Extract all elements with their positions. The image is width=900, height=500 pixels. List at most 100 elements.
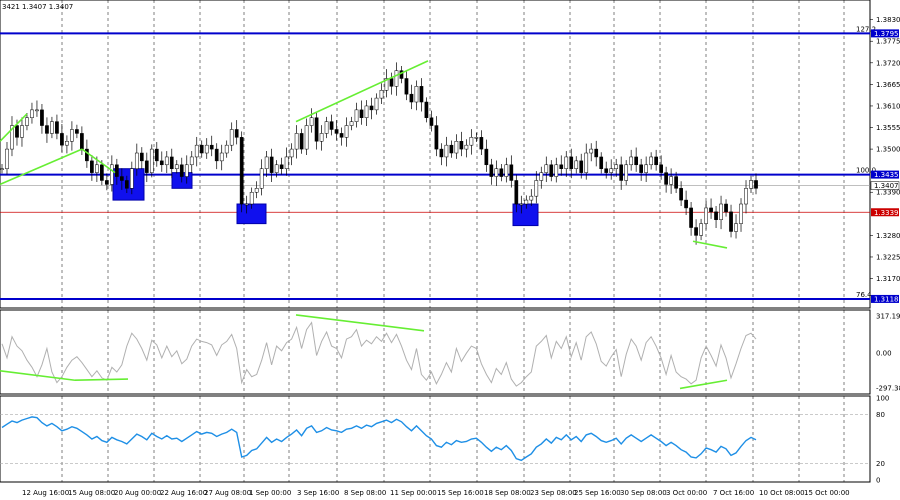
fib-76-tag-text: 1.3118 — [874, 295, 899, 303]
current-price-tag — [870, 181, 900, 190]
y-tick-label: 1.3500 — [876, 146, 900, 154]
candle-body — [144, 160, 149, 173]
candle-body — [369, 105, 374, 111]
candle-body — [65, 141, 69, 146]
x-tick-label: 15 Aug 08:00 — [68, 489, 115, 497]
candle-body — [80, 133, 84, 150]
candle-body — [45, 125, 49, 134]
rsi-tick-label: 0 — [876, 477, 880, 485]
candle-body — [434, 125, 439, 150]
candle-body — [719, 203, 723, 220]
candle-body — [729, 211, 733, 232]
candle-body — [574, 160, 579, 169]
candle-body — [409, 93, 414, 103]
candle-body — [274, 164, 279, 173]
y-tick-label: 1.3390 — [876, 189, 900, 197]
candle-body — [464, 144, 469, 150]
candle-body — [534, 180, 539, 197]
candle-body — [219, 152, 224, 162]
candle-body — [0, 168, 4, 170]
candle-body — [349, 121, 354, 126]
candle-body — [639, 164, 644, 173]
y-tick-label: 1.3555 — [876, 124, 900, 132]
candle-body — [119, 176, 124, 181]
fib-127-tag — [871, 29, 899, 38]
rsi-line — [1, 416, 757, 462]
x-tick-label: 10 Oct 08:00 — [759, 489, 805, 497]
cci-trend-3 — [295, 314, 425, 332]
candle-body — [239, 137, 244, 205]
candle-body — [95, 164, 99, 173]
rsi-tick-label: 20 — [876, 460, 885, 468]
candle-body — [629, 156, 634, 166]
candle-body — [684, 199, 688, 209]
y-tick-label: 1.3610 — [876, 102, 900, 110]
candle-body — [714, 211, 718, 220]
candle-body — [449, 144, 454, 154]
candle-body — [204, 144, 209, 154]
price-axis: 1.3830 1.3775 1.3720 1.3665 1.3610 1.3555 1.35… — [870, 16, 900, 283]
fib-76-tag — [871, 294, 899, 303]
support-tag — [871, 208, 899, 217]
candle-body — [614, 164, 619, 169]
candle-body — [179, 164, 184, 177]
candle-body — [519, 203, 524, 206]
y-tick-label: 1.3830 — [876, 16, 900, 24]
candle-body — [129, 168, 134, 189]
candle-body — [514, 180, 519, 205]
candle-body — [704, 207, 708, 224]
x-tick-label: 22 Aug 16:00 — [160, 489, 207, 497]
candle-body — [459, 141, 464, 150]
candle-body — [35, 109, 39, 112]
candle-body — [324, 121, 329, 134]
candle-body — [604, 168, 609, 173]
candle-body — [404, 78, 409, 95]
candle-body — [559, 164, 564, 169]
candle-body — [334, 129, 339, 134]
candle-body — [739, 203, 743, 224]
candle-body — [544, 164, 549, 173]
vertical-grid — [61, 0, 845, 482]
candle-body — [699, 223, 703, 236]
cci-tick-label: -297.386 — [876, 385, 900, 393]
candle-body — [319, 133, 324, 142]
fib-100-label: 100.0 — [856, 167, 876, 175]
cci-trend-2 — [74, 378, 129, 382]
trend-line-5 — [692, 240, 728, 249]
cci-tick-label: 0.00 — [876, 350, 892, 358]
candle-body — [644, 164, 648, 173]
candle-body — [549, 164, 554, 177]
candle-body — [289, 148, 294, 158]
candle-body — [674, 176, 678, 189]
y-tick-label: 1.3280 — [876, 232, 900, 240]
candle-body — [40, 109, 44, 126]
candle-body — [164, 156, 169, 166]
x-tick-label: 23 Sep 08:00 — [530, 489, 577, 497]
candle-body — [139, 152, 144, 162]
candle-body — [244, 203, 249, 206]
candle-body — [209, 144, 214, 150]
x-tick-label: 1 Sep 00:00 — [249, 489, 291, 497]
price-levels: 127.2 100.0 76.4 — [0, 25, 876, 300]
candle-body — [659, 164, 663, 173]
candle-body — [694, 227, 698, 236]
candle-body — [229, 129, 234, 146]
candle-body — [509, 164, 514, 181]
candle-body — [584, 152, 589, 173]
candlesticks — [0, 62, 758, 245]
y-tick-label: 1.3170 — [876, 275, 900, 283]
candle-body — [299, 133, 304, 150]
y-tick-label: 1.3775 — [876, 38, 900, 46]
candle-body — [654, 156, 658, 166]
rsi-tick-label: 100 — [876, 395, 889, 403]
candle-body — [609, 168, 614, 173]
candle-body — [619, 164, 624, 181]
candle-body — [294, 133, 299, 150]
fib-127-tag-text: 1.3795 — [874, 30, 899, 38]
candle-body — [394, 70, 399, 87]
candle-body — [55, 121, 59, 134]
candle-body — [254, 188, 259, 193]
candle-body — [30, 109, 34, 118]
candle-body — [499, 168, 504, 177]
x-tick-label: 15 Oct 00:00 — [804, 489, 850, 497]
